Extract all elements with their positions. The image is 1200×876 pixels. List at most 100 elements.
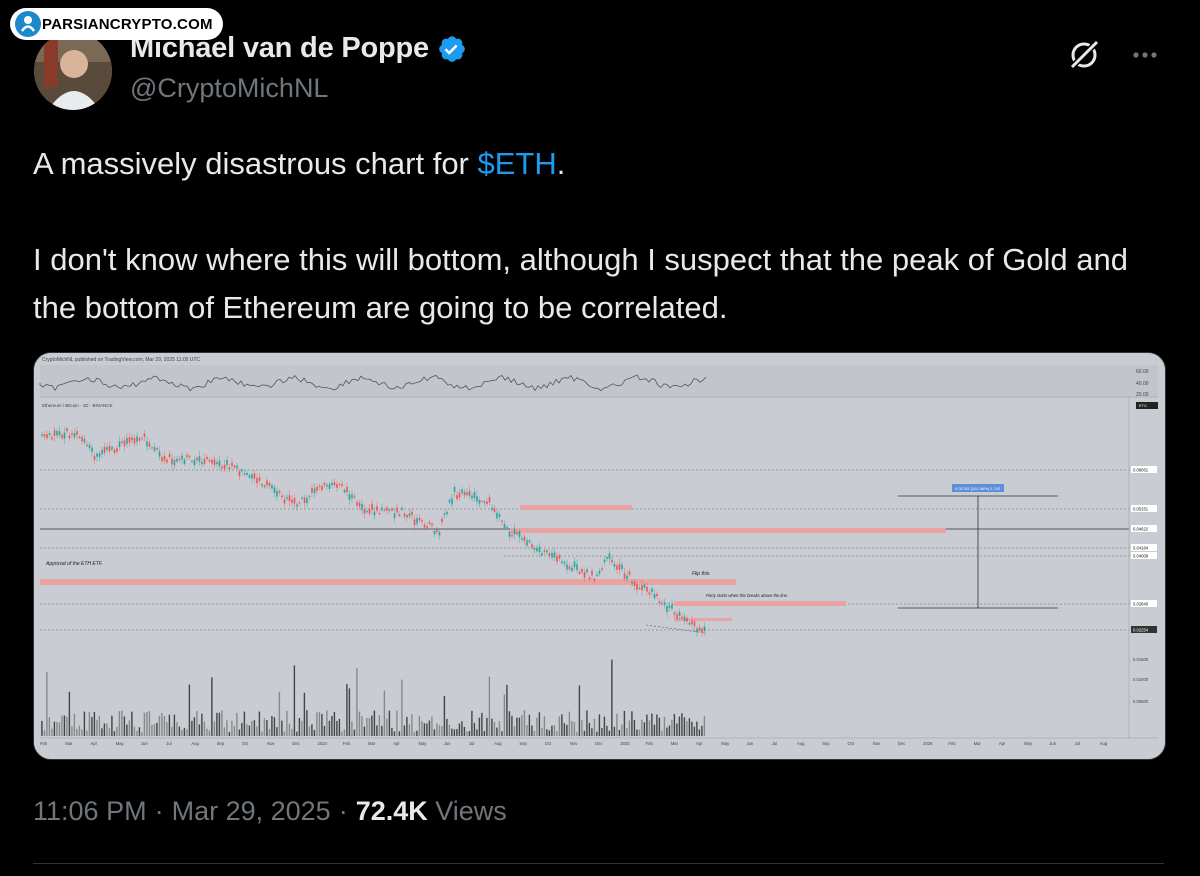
tweet-line-2: I don't know where this will bottom, alt… [33, 242, 1129, 325]
candle [146, 441, 148, 447]
volume-bar [168, 714, 171, 736]
candle [631, 581, 633, 584]
volume-bar [141, 731, 143, 736]
volume-bar [681, 713, 683, 736]
price-label-box [1131, 525, 1157, 532]
candle [376, 506, 378, 511]
candle [183, 459, 186, 464]
volume-bar [573, 722, 576, 736]
candle [603, 559, 606, 563]
volume-bar [486, 717, 488, 736]
candle [73, 433, 76, 438]
volume-bar [121, 710, 123, 736]
volume-bar [178, 726, 181, 736]
x-axis-label: Jul [166, 741, 171, 746]
volume-bar [396, 710, 398, 736]
candle [613, 563, 616, 567]
volume-bar [133, 726, 136, 736]
volume-bar [293, 665, 296, 736]
candle [288, 495, 291, 501]
x-axis-label: Nov [873, 741, 881, 746]
candle [351, 494, 353, 499]
volume-bar [58, 722, 61, 736]
volume-bar [578, 685, 581, 736]
volume-bar [473, 722, 476, 736]
volume-bar [551, 725, 553, 736]
candle [103, 447, 106, 453]
meta-separator: · [154, 796, 164, 826]
volume-bar [388, 710, 391, 736]
candle [693, 621, 696, 627]
x-axis-label: Feb [646, 741, 654, 746]
volume-bar [601, 727, 603, 736]
candle [133, 438, 136, 444]
candle [63, 432, 66, 439]
candle [278, 490, 281, 493]
volume-bar [348, 688, 351, 736]
price-label: 0.04184 [1133, 546, 1149, 551]
candle [413, 519, 416, 526]
author-handle[interactable]: @CryptoMichNL [130, 73, 329, 103]
volume-bar [558, 716, 561, 736]
candle [633, 581, 636, 586]
candle [541, 553, 543, 556]
candle [358, 502, 361, 507]
views-label: Views [435, 796, 507, 826]
volume-bar [566, 724, 568, 736]
volume-bar [643, 722, 646, 736]
volume-bar [493, 721, 496, 736]
volume-bar [258, 711, 261, 736]
volume-bar [533, 730, 536, 736]
candle [553, 552, 556, 558]
tweet-media-chart[interactable]: CryptoMichNL published on TradingView.co… [33, 352, 1166, 760]
volume-bar [623, 710, 626, 736]
volume-bar [246, 724, 248, 736]
volume-bar [196, 711, 198, 736]
candle [201, 461, 203, 465]
candle [486, 501, 488, 505]
x-axis-label: Apr [696, 741, 703, 746]
tweet-time[interactable]: 11:06 PM [33, 796, 147, 826]
volume-bar [693, 726, 696, 736]
x-axis-label: May [1024, 741, 1033, 746]
volume-bar [171, 726, 173, 736]
volume-bar [648, 720, 651, 736]
candle [223, 464, 226, 470]
volume-bar [541, 727, 543, 736]
candle [611, 559, 613, 563]
cashtag-link[interactable]: $ETH [477, 146, 557, 181]
x-axis-label: Jul [1075, 741, 1080, 746]
candle [393, 513, 396, 519]
volume-bar [101, 728, 103, 736]
volume-bar [696, 721, 698, 736]
x-axis-label: 2025 [620, 741, 630, 746]
volume-bar [151, 724, 153, 736]
symbol-tag: ETC [1139, 403, 1147, 408]
grok-icon[interactable] [1066, 37, 1102, 73]
volume-bar [341, 731, 343, 736]
candle [446, 511, 448, 515]
volume-bar [506, 684, 508, 736]
candle [688, 622, 691, 625]
candle [308, 495, 311, 497]
volume-bar [523, 710, 526, 736]
candle [131, 437, 133, 441]
more-icon[interactable] [1128, 40, 1162, 70]
avatar[interactable] [34, 32, 112, 110]
volume-bar [358, 711, 361, 736]
flip-zone [40, 579, 736, 585]
volume-bar [438, 725, 441, 736]
volume-bar [698, 729, 701, 736]
volume-bar [511, 715, 513, 736]
tweet-line-1: A massively disastrous chart for $ETH. [33, 140, 1163, 188]
volume-bar [143, 712, 146, 736]
candle [643, 584, 646, 588]
candle [468, 490, 471, 496]
tweet-date[interactable]: Mar 29, 2025 [171, 796, 331, 826]
volume-bar [138, 727, 141, 736]
volume-bar [111, 715, 113, 736]
volume-bar [218, 712, 221, 736]
volume-bar [183, 727, 186, 736]
volume-bar [518, 717, 521, 736]
price-label-box [1131, 626, 1157, 633]
